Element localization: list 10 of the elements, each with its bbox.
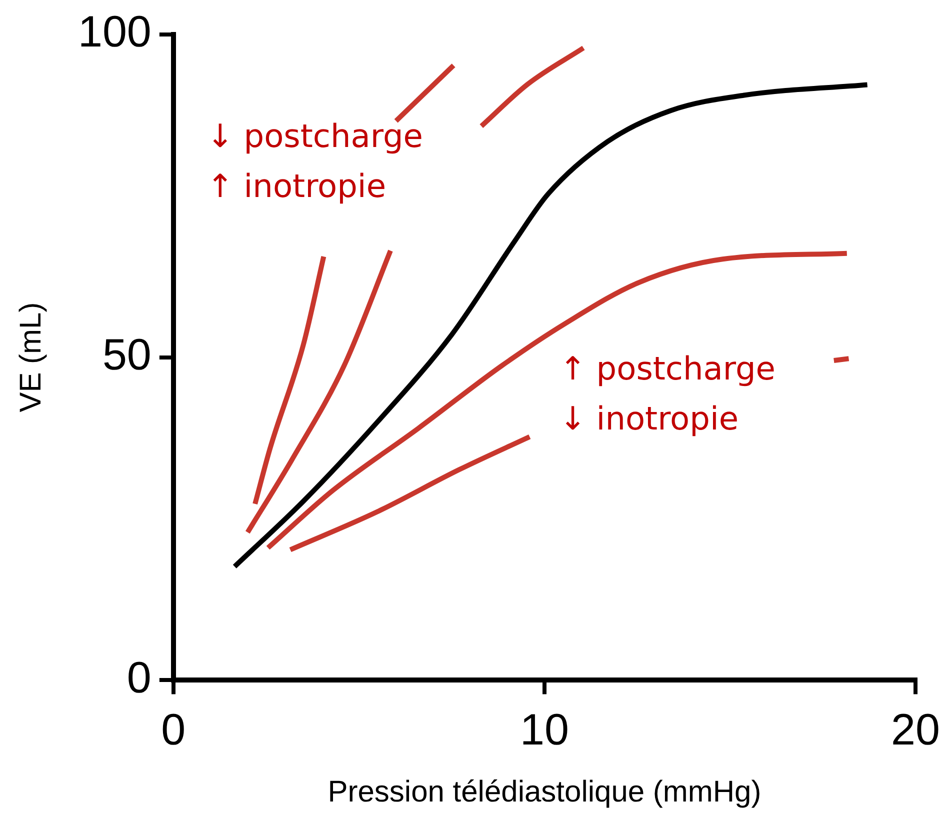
y-tick-label: 0 (126, 653, 152, 702)
annotation: ↓ postcharge ↑ inotropie (206, 116, 423, 205)
x-tick-label: 10 (520, 706, 569, 755)
x-tick-label: 0 (161, 706, 186, 755)
x-tick-label: 20 (891, 706, 940, 755)
y-tick-label: 100 (78, 8, 152, 57)
y-axis-title: VE (mL) (14, 302, 48, 412)
y-tick-label: 50 (102, 330, 152, 380)
annotation: ↑ postcharge ↓ inotropie (559, 349, 776, 438)
x-axis-title: Pression télédiastolique (mmHg) (328, 775, 762, 808)
